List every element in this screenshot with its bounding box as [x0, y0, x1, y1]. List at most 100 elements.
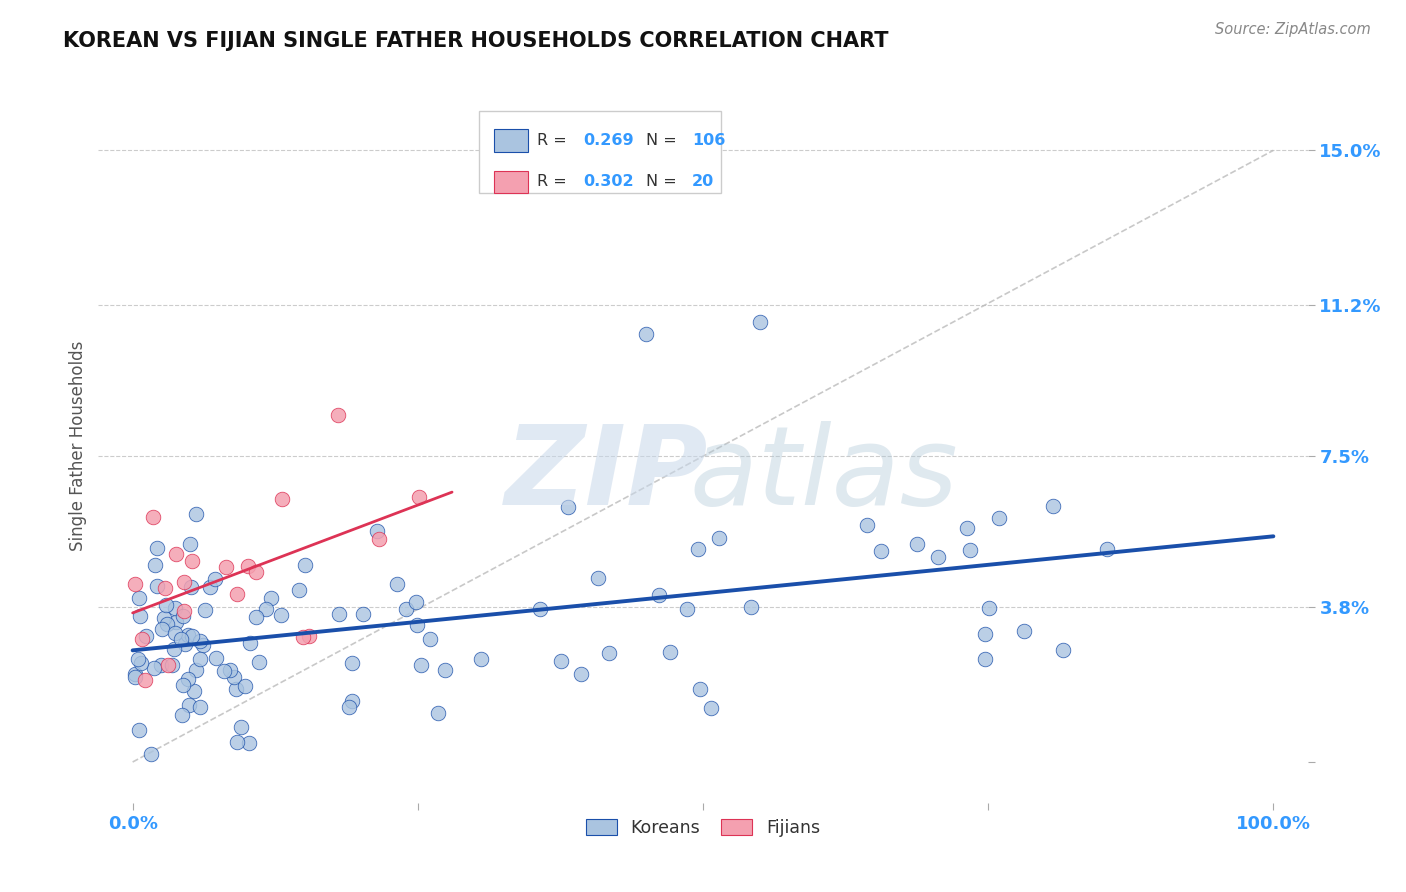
Point [287, 583, 309, 598]
Point [1012, 624, 1035, 638]
Text: atlas: atlas [689, 421, 959, 528]
Point [689, 681, 711, 696]
Point [150, 623, 173, 637]
Point [927, 550, 949, 565]
Point [184, 663, 207, 677]
Point [409, 657, 432, 672]
Point [145, 579, 167, 593]
Text: R =: R = [537, 175, 572, 189]
Point [740, 599, 762, 614]
Point [214, 664, 236, 678]
Text: 0.302: 0.302 [583, 175, 634, 189]
Point [292, 631, 315, 645]
Point [163, 641, 186, 656]
Point [142, 661, 165, 675]
Point [143, 558, 166, 572]
Point [172, 608, 194, 623]
Point [222, 670, 245, 684]
Point [959, 543, 981, 558]
Point [176, 627, 198, 641]
Point [124, 666, 146, 681]
Point [988, 511, 1011, 525]
Point [135, 629, 157, 643]
Point [239, 636, 262, 650]
Text: ZIP: ZIP [505, 421, 709, 528]
Point [155, 599, 177, 613]
Point [974, 652, 997, 666]
Point [180, 629, 202, 643]
Point [128, 591, 150, 605]
Point [352, 607, 374, 621]
Point [749, 315, 772, 329]
Point [298, 629, 321, 643]
Point [188, 699, 211, 714]
Point [204, 572, 226, 586]
Legend: Koreans, Fijians: Koreans, Fijians [578, 813, 828, 844]
Text: 106: 106 [692, 133, 725, 148]
Text: N =: N = [647, 175, 682, 189]
Point [328, 607, 350, 622]
Point [254, 602, 277, 616]
Point [340, 694, 363, 708]
Point [131, 632, 153, 647]
Point [405, 617, 427, 632]
Point [709, 531, 731, 545]
Point [470, 652, 492, 666]
Point [586, 571, 609, 585]
Point [173, 574, 195, 589]
Point [124, 670, 146, 684]
Point [127, 651, 149, 665]
Text: Source: ZipAtlas.com: Source: ZipAtlas.com [1215, 22, 1371, 37]
Point [676, 602, 699, 616]
Point [173, 604, 195, 618]
Point [165, 601, 187, 615]
Point [1052, 643, 1074, 657]
Point [974, 627, 997, 641]
Point [226, 735, 249, 749]
Point [408, 490, 430, 504]
Text: 20: 20 [692, 175, 714, 189]
Point [146, 541, 169, 555]
Point [326, 409, 349, 423]
Text: N =: N = [647, 133, 682, 148]
Point [174, 637, 197, 651]
Point [977, 600, 1000, 615]
Point [139, 747, 162, 761]
Point [219, 663, 242, 677]
Point [238, 736, 260, 750]
Point [215, 560, 238, 574]
Point [550, 654, 572, 668]
Point [172, 677, 194, 691]
Point [124, 577, 146, 591]
Point [128, 723, 150, 737]
Point [152, 610, 174, 624]
Point [856, 518, 879, 533]
Point [569, 666, 592, 681]
FancyBboxPatch shape [479, 111, 721, 193]
Point [529, 602, 551, 616]
Point [905, 537, 928, 551]
Point [598, 646, 620, 660]
Point [134, 673, 156, 687]
Point [128, 609, 150, 624]
Point [1095, 542, 1118, 557]
Text: KOREAN VS FIJIAN SINGLE FATHER HOUSEHOLDS CORRELATION CHART: KOREAN VS FIJIAN SINGLE FATHER HOUSEHOLD… [63, 31, 889, 51]
Point [188, 634, 211, 648]
Y-axis label: Single Father Households: Single Father Households [69, 341, 87, 551]
Point [162, 658, 184, 673]
Point [405, 595, 427, 609]
Point [700, 701, 723, 715]
Point [181, 554, 204, 568]
Text: 0.269: 0.269 [583, 133, 634, 148]
Point [648, 589, 671, 603]
Point [165, 615, 187, 629]
Point [179, 536, 201, 550]
Point [194, 603, 217, 617]
Point [337, 700, 360, 714]
Text: R =: R = [537, 133, 572, 148]
Point [340, 656, 363, 670]
Point [131, 656, 153, 670]
Point [165, 548, 187, 562]
Point [294, 558, 316, 573]
Point [176, 672, 198, 686]
